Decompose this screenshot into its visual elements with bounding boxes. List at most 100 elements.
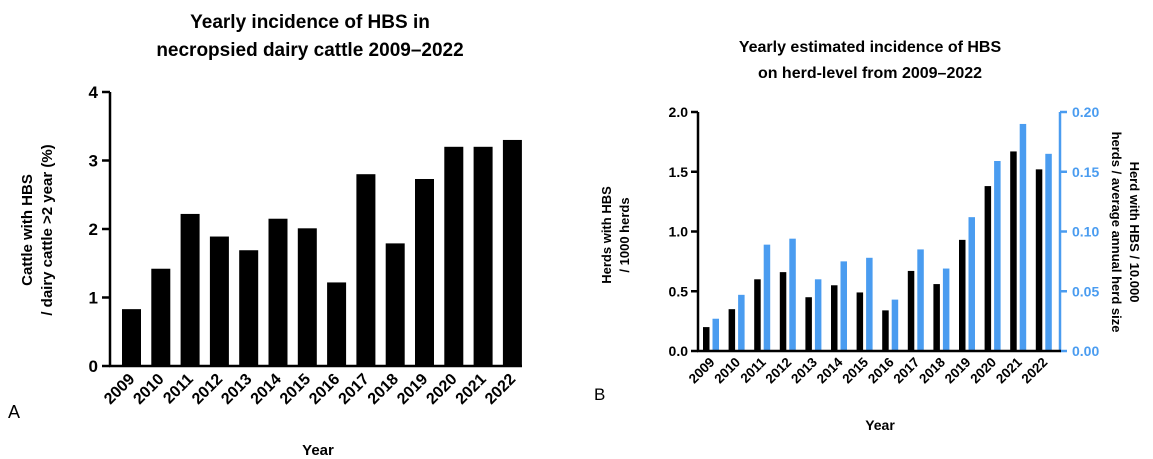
panel-a-x-tick-label: 2010 (130, 371, 167, 408)
panel-b-ylabel-left-line-1: Herds with HBS (599, 186, 614, 284)
panel-a-x-tick-label: 2013 (218, 371, 255, 408)
panel-b-bars (703, 123, 1052, 351)
panel-b-y-tick-label-right: 0.20 (1072, 104, 1099, 120)
panel-b-title-line-2: on herd-level from 2009–2022 (758, 65, 982, 82)
panel-a-title-line-2: necropsied dairy cattle 2009–2022 (156, 40, 463, 61)
panel-b-bar-black-2016 (882, 310, 889, 351)
panel-a-bar-2017 (356, 174, 376, 366)
panel-a-ylabel-line-1: Cattle with HBS (19, 174, 36, 286)
panel-b-bar-blue-2011 (763, 244, 771, 351)
panel-a-x-tick-label: 2019 (394, 371, 431, 408)
panel-b-x-tick-label: 2009 (686, 355, 718, 387)
panel-b-bar-blue-2013 (814, 279, 822, 351)
panel-b-y-tick-label-left: 0.0 (669, 343, 689, 359)
panel-a-label: A (8, 402, 20, 422)
panel-b-x-tick-label: 2019 (942, 355, 974, 387)
panel-a-bar-2020 (444, 146, 464, 366)
panel-b-bar-black-2015 (856, 292, 864, 351)
panel-b-x-tick-label: 2017 (891, 355, 923, 387)
panel-a-x-tick-label: 2009 (101, 371, 138, 408)
panel-a-x-tick-label: 2014 (248, 371, 285, 408)
panel-b-bar-blue-2022 (1045, 153, 1052, 351)
panel-b-label: B (594, 385, 605, 404)
panel-a-y-ticks: 0 1 2 3 4 (89, 83, 110, 376)
panel-a-bar-2016 (327, 282, 347, 366)
panel-b-x-tick-label: 2022 (1019, 355, 1051, 387)
panel-b-y-axis-label-left: Herds with HBS / 1000 herds (599, 186, 632, 284)
panel-a-ylabel-line-2: / dairy cattle >2 year (%) (39, 144, 56, 315)
panel-a-y-tick-label: 4 (89, 83, 99, 102)
panel-a-x-tick-label: 2021 (453, 371, 490, 408)
panel-b-y-ticks-left: 0.0 0.5 1.0 1.5 2.0 (669, 104, 698, 359)
panel-a-bar-2014 (268, 218, 288, 366)
panel-a-x-ticks: 2009201020112012201320142015201620172018… (101, 371, 519, 408)
panel-a-y-axis-label: Cattle with HBS / dairy cattle >2 year (… (19, 144, 56, 315)
panel-b-bar-black-2022 (1035, 169, 1043, 351)
panel-a-title-line-1: Yearly incidence of HBS in (190, 12, 430, 33)
panel-b-bar-black-2012 (779, 272, 787, 351)
panel-b-y-ticks-right: 0.00 0.05 0.10 0.15 0.20 (1060, 104, 1099, 359)
panel-b-y-tick-label-right: 0.10 (1072, 224, 1099, 240)
panel-b-y-tick-label-left: 2.0 (669, 104, 689, 120)
panel-a-y-tick-label: 2 (89, 220, 98, 239)
panel-a-bar-2019 (415, 178, 434, 366)
panel-b-bar-black-2021 (1010, 151, 1017, 351)
panel-b-x-tick-label: 2010 (711, 355, 743, 387)
panel-b-ylabel-left-line-2: / 1000 herds (617, 197, 632, 272)
panel-b-x-ticks: 2009201020112012201320142015201620172018… (686, 354, 1051, 386)
panel-a-x-tick-label: 2017 (336, 371, 373, 408)
panel-b-bar-black-2010 (728, 309, 736, 351)
panel-b-ylabel-right-line-2: herds / average annual herd size (1109, 132, 1124, 333)
panel-a-y-tick-label: 1 (89, 289, 98, 308)
panel-a-bar-2012 (209, 236, 229, 366)
panel-b-bar-black-2011 (754, 279, 761, 351)
panel-b-bar-blue-2019 (968, 217, 975, 351)
panel-a-x-tick-label: 2016 (306, 371, 343, 408)
panel-b-y-tick-label-right: 0.15 (1072, 164, 1099, 180)
panel-b-bar-blue-2021 (1019, 123, 1027, 351)
panel-b-bar-black-2014 (831, 285, 838, 351)
panel-a-bar-2010 (151, 268, 171, 366)
panel-a-bar-2021 (473, 146, 493, 366)
panel-a-x-tick-label: 2018 (365, 371, 402, 408)
panel-b-x-tick-label: 2015 (839, 354, 871, 386)
panel-b-y-tick-label-right: 0.05 (1072, 283, 1099, 299)
panel-a-bar-2015 (297, 228, 317, 366)
panel-b-bar-blue-2018 (942, 268, 950, 351)
panel-a-y-tick-label: 0 (89, 357, 98, 376)
panel-a-bar-2018 (385, 243, 405, 366)
panel-a-bars (122, 139, 522, 366)
panel-a-x-tick-label: 2011 (160, 371, 197, 408)
panel-b-bar-blue-2016 (891, 299, 899, 351)
panel-b-bar-black-2019 (959, 239, 966, 351)
panel-b-bar-blue-2014 (840, 261, 847, 351)
panel-b-bar-black-2020 (984, 186, 992, 351)
panel-b-bar-blue-2015 (866, 257, 873, 351)
panel-b-bar-blue-2012 (789, 238, 796, 351)
panel-b-bar-black-2009 (703, 327, 710, 351)
panel-b-bar-blue-2009 (712, 318, 719, 351)
panel-a-bar-2013 (239, 250, 259, 366)
panel-b: Yearly estimated incidence of HBS on her… (594, 39, 1142, 433)
panel-a-y-tick-label: 3 (89, 152, 98, 171)
panel-b-bar-black-2013 (805, 297, 812, 351)
panel-b-bar-blue-2020 (994, 160, 1001, 351)
panel-b-bar-blue-2017 (917, 249, 924, 351)
panel-b-bar-black-2017 (907, 270, 915, 351)
panel-b-bar-blue-2010 (738, 294, 745, 351)
panel-b-xlabel: Year (865, 417, 895, 433)
panel-a-x-tick-label: 2022 (482, 371, 519, 408)
panel-b-x-tick-label: 2014 (814, 354, 846, 386)
panel-b-ylabel-right-line-1: Herd with HBS / 10.000 (1127, 162, 1142, 303)
panel-a-xlabel: Year (302, 442, 334, 459)
panel-b-x-tick-label: 2011 (737, 354, 769, 386)
panel-b-x-tick-label: 2020 (967, 355, 999, 387)
panel-b-x-tick-label: 2018 (916, 354, 948, 386)
panel-b-x-tick-label: 2013 (788, 354, 820, 386)
panel-b-x-tick-label: 2016 (865, 354, 897, 386)
panel-b-x-tick-label: 2021 (993, 354, 1025, 386)
panel-a: Yearly incidence of HBS in necropsied da… (8, 12, 522, 459)
panel-b-y-tick-label-left: 1.5 (669, 164, 689, 180)
panel-b-bar-black-2018 (933, 284, 940, 351)
